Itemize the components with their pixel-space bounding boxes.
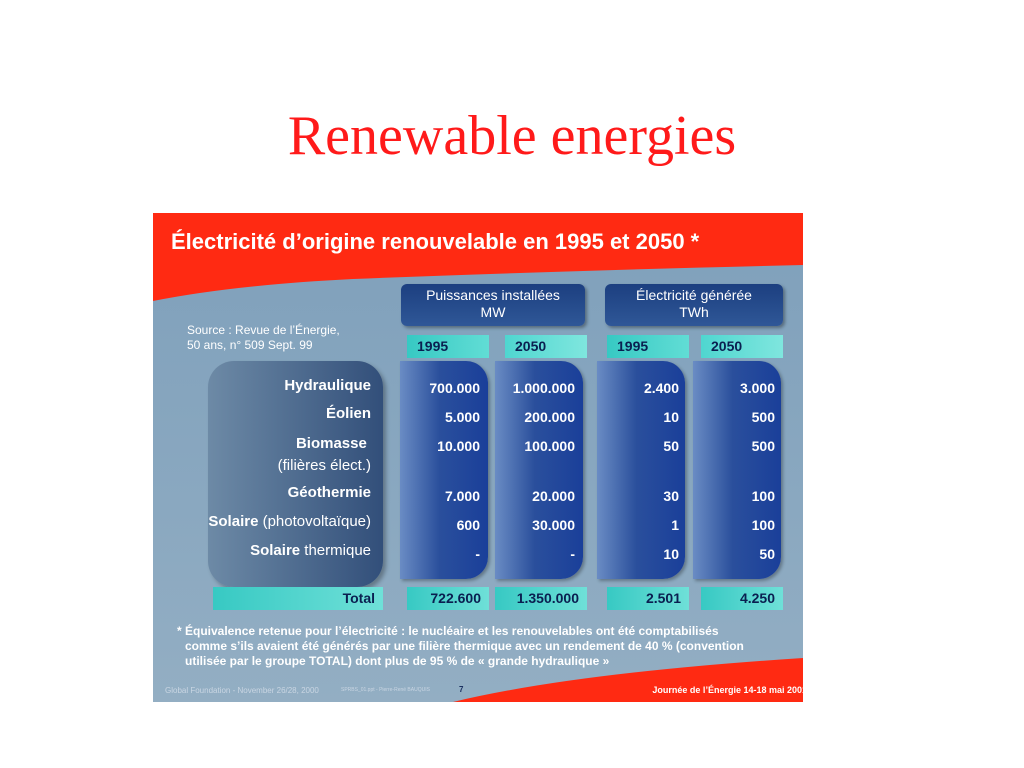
row-label-bold: Hydraulique (284, 377, 371, 394)
cell-capacity-2050: - (570, 546, 575, 562)
footnote-line-3: utilisée par le groupe TOTAL) dont plus … (185, 654, 610, 668)
row-label-biomasse-sub: (filières élect.) (278, 457, 371, 474)
source-line-2: 50 ans, n° 509 Sept. 99 (187, 338, 313, 352)
row-label-geothermie: Géothermie (288, 484, 371, 501)
cell-capacity-1995: 10.000 (437, 438, 480, 454)
group-header-capacity: Puissances installées MW (401, 284, 585, 326)
row-label-bold: Solaire (208, 513, 259, 530)
footer-left: Global Foundation - November 26/28, 2000 (165, 686, 319, 695)
total-generation-2050: 4.250 (701, 587, 783, 610)
cell-generation-1995: 1 (671, 517, 679, 533)
row-label-bold: Solaire (250, 542, 301, 559)
total-generation-1995: 2.501 (607, 587, 689, 610)
row-label-bold: Éolien (325, 405, 371, 422)
footer-mid: SPRBS_01.ppt - Pierre-René BAUQUIS (341, 687, 430, 693)
footer-page-number: 7 (459, 685, 464, 694)
cell-capacity-2050: 1.000.000 (512, 380, 575, 396)
total-capacity-2050: 1.350.000 (495, 587, 587, 610)
group-header-capacity-line2: MW (480, 304, 506, 320)
cell-capacity-2050: 200.000 (524, 409, 575, 425)
group-header-generation-line1: Électricité générée (636, 287, 752, 303)
cell-generation-1995: 10 (663, 546, 679, 562)
cell-capacity-2050: 30.000 (532, 517, 575, 533)
group-header-capacity-line1: Puissances installées (426, 287, 560, 303)
cell-generation-2050: 500 (751, 438, 775, 454)
cell-generation-1995: 10 (663, 409, 679, 425)
footnote-line-2: comme s’ils avaient été générés par une … (185, 639, 744, 653)
red-header-band (153, 213, 803, 301)
slide-title: Renewable energies (287, 105, 737, 167)
row-label-sub: (photovoltaïque) (262, 513, 371, 530)
footer-right: Journée de l’Énergie 14-18 mai 2001 (652, 685, 803, 695)
cell-capacity-2050: 20.000 (532, 488, 575, 504)
cell-generation-1995: 50 (663, 438, 679, 454)
cell-generation-2050: 100 (751, 488, 775, 504)
row-label-eolien: Éolien (326, 405, 371, 422)
column-generation-2050 (693, 361, 781, 579)
cell-capacity-1995: 5.000 (444, 409, 480, 425)
cell-generation-1995: 30 (663, 488, 679, 504)
cell-capacity-1995: - (475, 546, 480, 562)
footnote-line-1: * Équivalence retenue pour l’électricité… (177, 624, 719, 638)
row-label-sub: (filières élect.) (277, 457, 371, 474)
source-note: Source : Revue de l’Énergie, 50 ans, n° … (187, 323, 340, 353)
cell-capacity-1995: 700.000 (429, 380, 480, 396)
cell-generation-2050: 3.000 (739, 380, 775, 396)
year-tab-capacity-2050: 2050 (505, 335, 587, 358)
group-header-generation-line2: TWh (679, 304, 709, 320)
row-label-solaire-pv: Solaire (photovoltaïque) (208, 513, 371, 530)
column-generation-1995 (597, 361, 685, 579)
row-label-block (208, 361, 383, 587)
row-label-solaire-thermique: Solaire thermique (250, 542, 371, 559)
total-capacity-1995: 722.600 (407, 587, 489, 610)
row-label-biomasse: Biomasse (296, 435, 371, 452)
group-header-generation: Électricité générée TWh (605, 284, 783, 326)
cell-capacity-2050: 100.000 (524, 438, 575, 454)
cell-capacity-1995: 7.000 (444, 488, 480, 504)
column-capacity-2050 (495, 361, 583, 579)
column-capacity-1995 (400, 361, 488, 579)
cell-generation-2050: 50 (759, 546, 775, 562)
year-tab-capacity-1995: 1995 (407, 335, 489, 358)
row-label-bold: Biomasse (295, 435, 367, 452)
panel-title: Électricité d’origine renouvelable en 19… (171, 229, 700, 254)
footnote: * Équivalence retenue pour l’électricité… (177, 624, 787, 669)
cell-capacity-1995: 600 (456, 517, 480, 533)
cell-generation-2050: 100 (751, 517, 775, 533)
year-tab-generation-2050: 2050 (701, 335, 783, 358)
row-label-bold: Géothermie (287, 484, 371, 501)
total-label: Total (213, 587, 383, 610)
row-label-hydraulique: Hydraulique (284, 377, 371, 394)
year-tab-generation-1995: 1995 (607, 335, 689, 358)
table-image-panel: Électricité d’origine renouvelable en 19… (153, 213, 803, 702)
cell-generation-2050: 500 (751, 409, 775, 425)
red-footer-swoosh (453, 658, 803, 702)
row-label-sub: thermique (304, 542, 371, 559)
cell-generation-1995: 2.400 (643, 380, 679, 396)
source-line-1: Source : Revue de l’Énergie, (187, 323, 340, 337)
